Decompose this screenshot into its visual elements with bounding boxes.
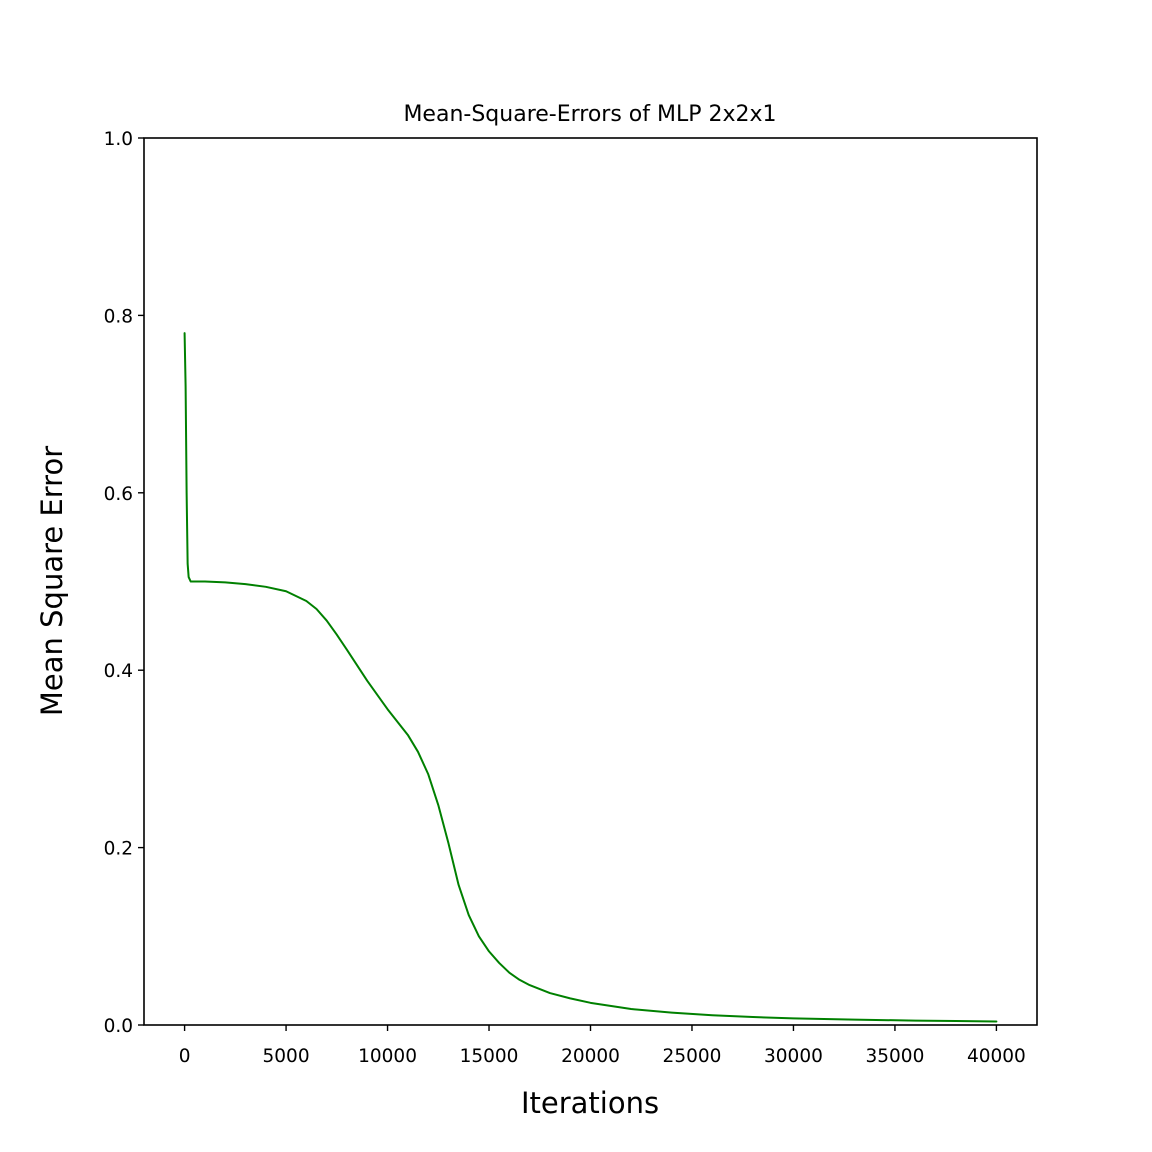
x-axis: 0 5000 10000 15000 20000 25000 30000 35000 40000 <box>179 1025 1026 1067</box>
y-tick-label: 0.0 <box>104 1016 133 1037</box>
x-tick-label: 5000 <box>263 1046 310 1067</box>
y-tick-label: 0.6 <box>104 484 133 505</box>
x-tick-label: 0 <box>179 1046 191 1067</box>
y-tick-label: 0.4 <box>104 661 133 682</box>
x-tick-label: 10000 <box>358 1046 417 1067</box>
x-tick-label: 40000 <box>967 1046 1026 1067</box>
y-tick-label: 0.8 <box>104 306 133 327</box>
y-tick-label: 0.2 <box>104 839 133 860</box>
plot-area <box>183 332 998 1023</box>
x-tick-label: 30000 <box>764 1046 823 1067</box>
series-line <box>183 332 998 1023</box>
y-axis-label: Mean Square Error <box>35 446 69 716</box>
x-tick-label: 35000 <box>866 1046 925 1067</box>
x-tick-label: 20000 <box>561 1046 620 1067</box>
x-tick-label: 15000 <box>460 1046 519 1067</box>
x-tick-label: 25000 <box>663 1046 722 1067</box>
x-axis-label: Iterations <box>521 1086 659 1120</box>
y-axis: 0.0 0.2 0.4 0.6 0.8 1.0 <box>104 129 144 1037</box>
y-tick-label: 1.0 <box>104 129 133 150</box>
chart-title: Mean-Square-Errors of MLP 2x2x1 <box>403 102 776 127</box>
